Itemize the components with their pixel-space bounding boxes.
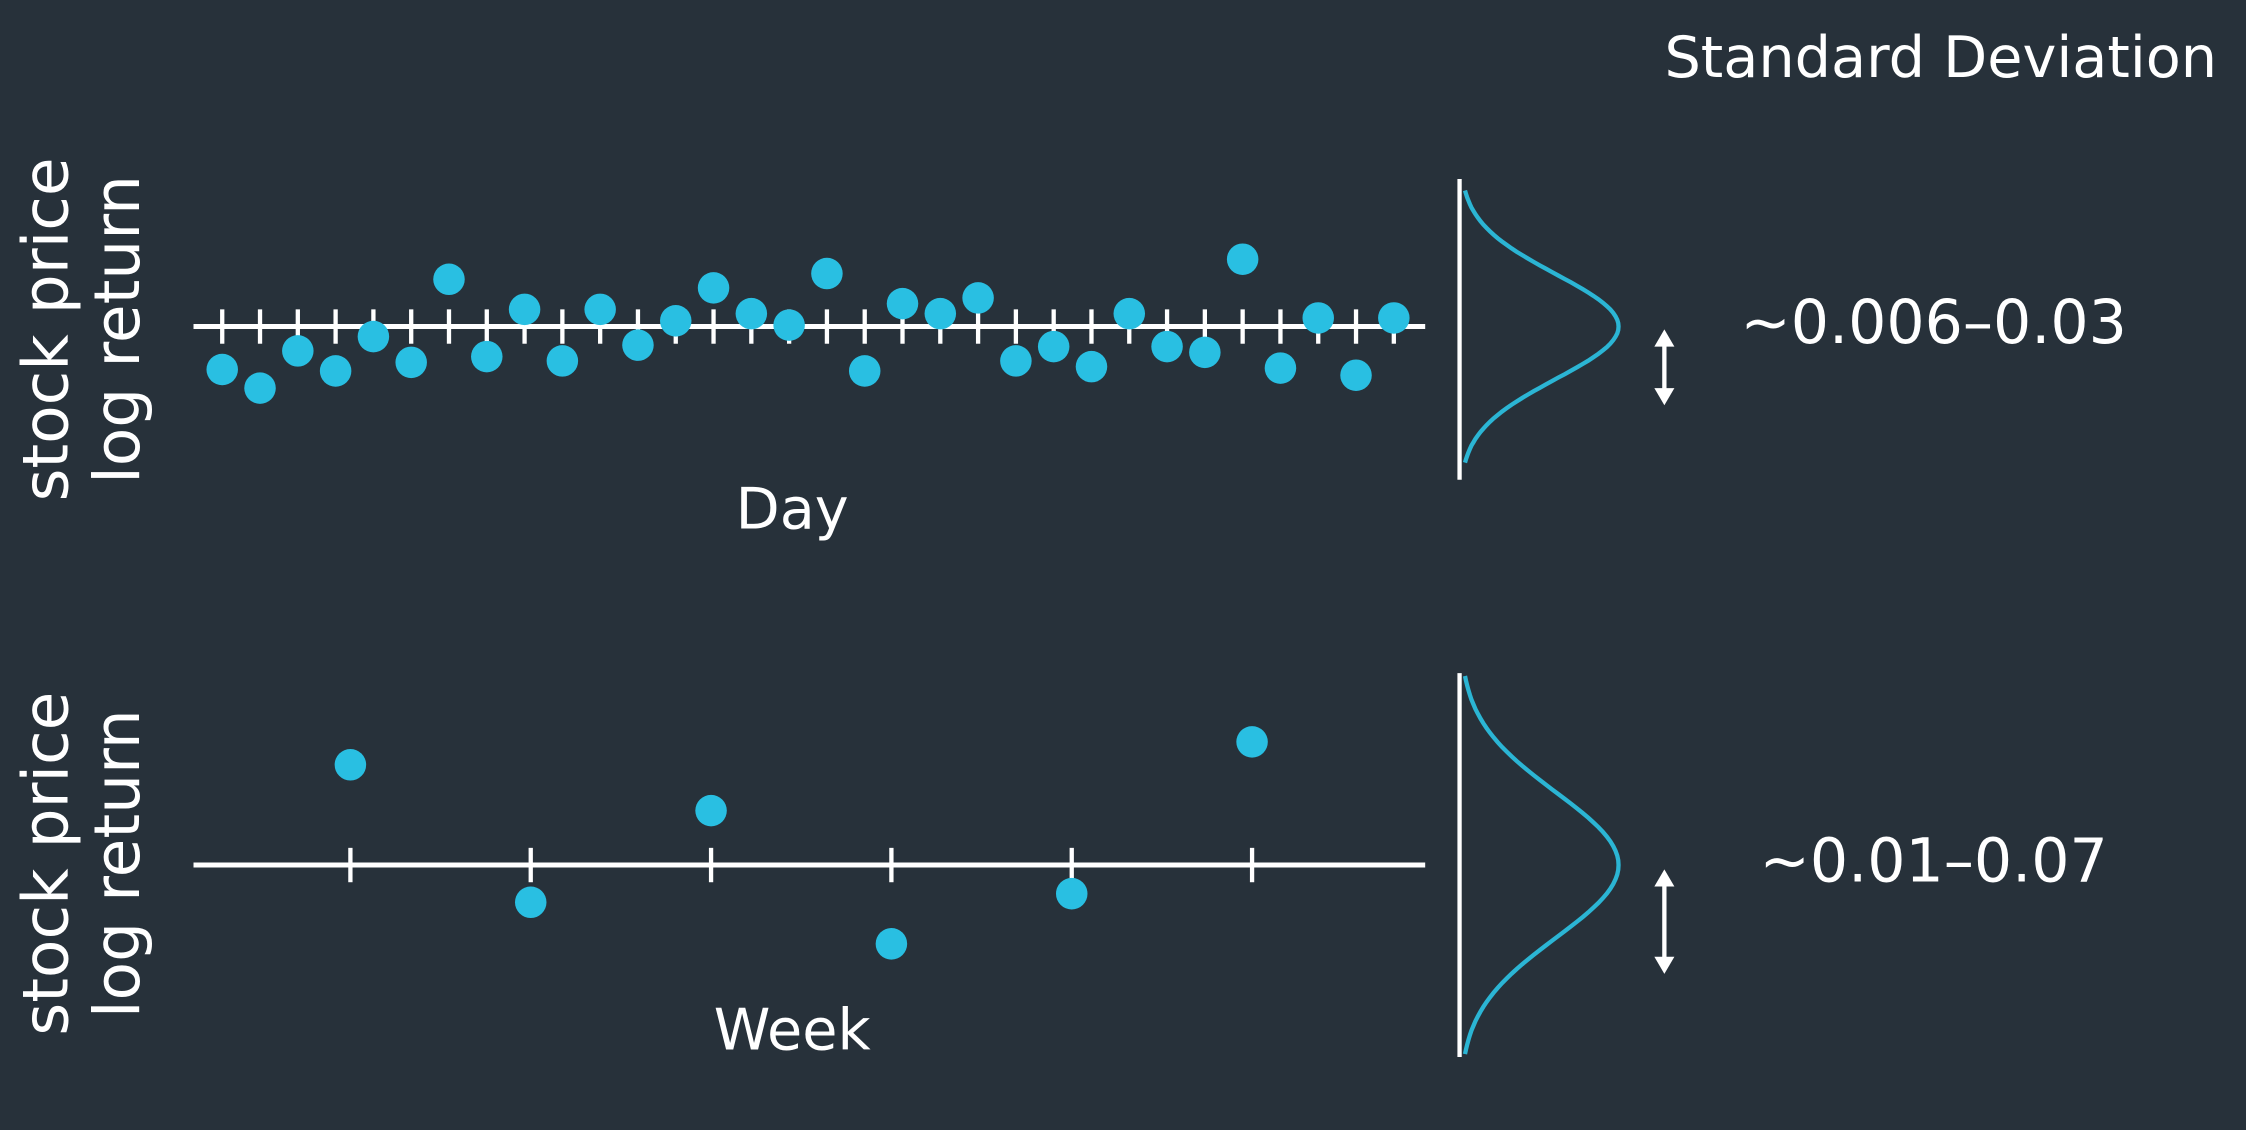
- data-point: [875, 928, 908, 960]
- data-point: [206, 353, 238, 386]
- data-point: [1264, 352, 1297, 384]
- data-point: [1151, 330, 1183, 363]
- arrow-head: [1654, 956, 1675, 974]
- data-point: [508, 293, 541, 326]
- distribution-curve: [1462, 675, 1621, 1055]
- data-point: [1000, 345, 1032, 377]
- data-point: [622, 329, 654, 361]
- x-axis-label: Day: [736, 475, 849, 542]
- arrow-head: [1654, 869, 1675, 887]
- y-axis-label: stock price: [9, 692, 82, 1036]
- data-point: [1189, 336, 1221, 369]
- data-point: [962, 282, 994, 314]
- data-point: [471, 340, 503, 373]
- data-point: [584, 293, 616, 326]
- data-point: [546, 345, 579, 377]
- data-point: [886, 287, 919, 320]
- data-point: [357, 320, 390, 353]
- data-point: [1055, 877, 1088, 910]
- data-point: [735, 297, 768, 330]
- data-point: [514, 886, 547, 919]
- x-axis-label: Week: [714, 997, 871, 1064]
- std-annotation: ~0.01–0.07: [1759, 827, 2107, 897]
- y-axis-label: stock price: [9, 157, 82, 501]
- distribution-curve: [1462, 189, 1621, 464]
- data-point: [1236, 726, 1268, 758]
- y-axis-label: log return: [81, 709, 154, 1018]
- title: Standard Deviation: [1664, 24, 2217, 91]
- data-point: [659, 305, 692, 337]
- data-point: [1075, 350, 1108, 383]
- std-annotation: ~0.006–0.03: [1740, 288, 2127, 358]
- data-point: [1302, 302, 1334, 334]
- data-point: [1037, 330, 1070, 363]
- data-point: [924, 297, 957, 330]
- data-point: [334, 749, 367, 781]
- data-point: [282, 335, 314, 367]
- data-point: [319, 355, 352, 387]
- arrow-head: [1654, 329, 1675, 347]
- data-point: [1378, 302, 1410, 334]
- data-point: [695, 794, 727, 827]
- data-point: [395, 346, 427, 379]
- data-point: [773, 309, 805, 341]
- data-point: [433, 263, 465, 296]
- y-axis-label: log return: [81, 175, 154, 484]
- data-point: [1226, 243, 1259, 275]
- data-point: [1340, 359, 1372, 391]
- data-point: [1113, 297, 1146, 330]
- data-point: [697, 272, 730, 304]
- arrow-head: [1654, 388, 1675, 406]
- data-point: [811, 257, 843, 290]
- data-point: [848, 355, 881, 387]
- data-point: [244, 372, 276, 404]
